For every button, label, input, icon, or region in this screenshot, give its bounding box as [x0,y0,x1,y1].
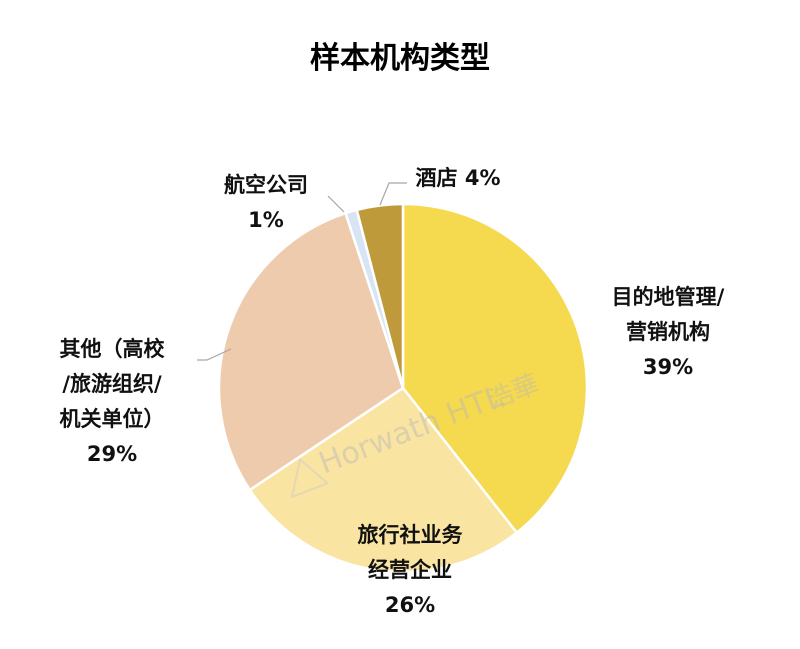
slice-label-line: 39% [643,355,693,379]
slice-label-line: 酒店 4% [416,166,501,190]
slice-label-line: 29% [87,442,137,466]
slice-label-line: 营销机构 [626,320,710,344]
pie-slice [401,202,589,535]
leader-line [379,182,407,206]
slice-label: 旅行社业务经营企业 26% [358,523,464,617]
leader-line [327,195,345,213]
slice-label-line: 目的地管理/ [612,285,725,309]
slice-labels: 目的地管理/营销机构 39% 旅行社业务经营企业 26% 其他（高校/旅游组织/机关单位… [60,166,725,617]
pie-slice [217,211,405,492]
watermark-logo-icon [290,457,330,499]
pie-slice [355,202,405,389]
slice-label-line: /旅游组织/ [62,372,162,396]
slice-label-line: 旅行社业务 [358,523,464,547]
slice-label-line: 26% [385,593,435,617]
slice-label: 目的地管理/营销机构 39% [612,285,725,379]
slice-label-line: 其他（高校 [60,337,166,361]
slice-label: 酒店 4% [416,166,501,190]
slice-label-line: 1% [248,208,284,232]
slice-label-line: 机关单位） [60,407,165,431]
slice-label: 航空公司 1% [224,173,308,232]
chart-title: 样本机构类型 [310,41,490,76]
pie-slice [248,386,519,574]
slice-label-line: 经营企业 [368,558,452,582]
leader-line [197,348,232,361]
slice-label: 其他（高校/旅游组织/机关单位） 29% [60,337,166,466]
slice-label-line: 航空公司 [224,173,308,197]
leader-lines [197,182,407,361]
pie-slices [217,202,589,574]
